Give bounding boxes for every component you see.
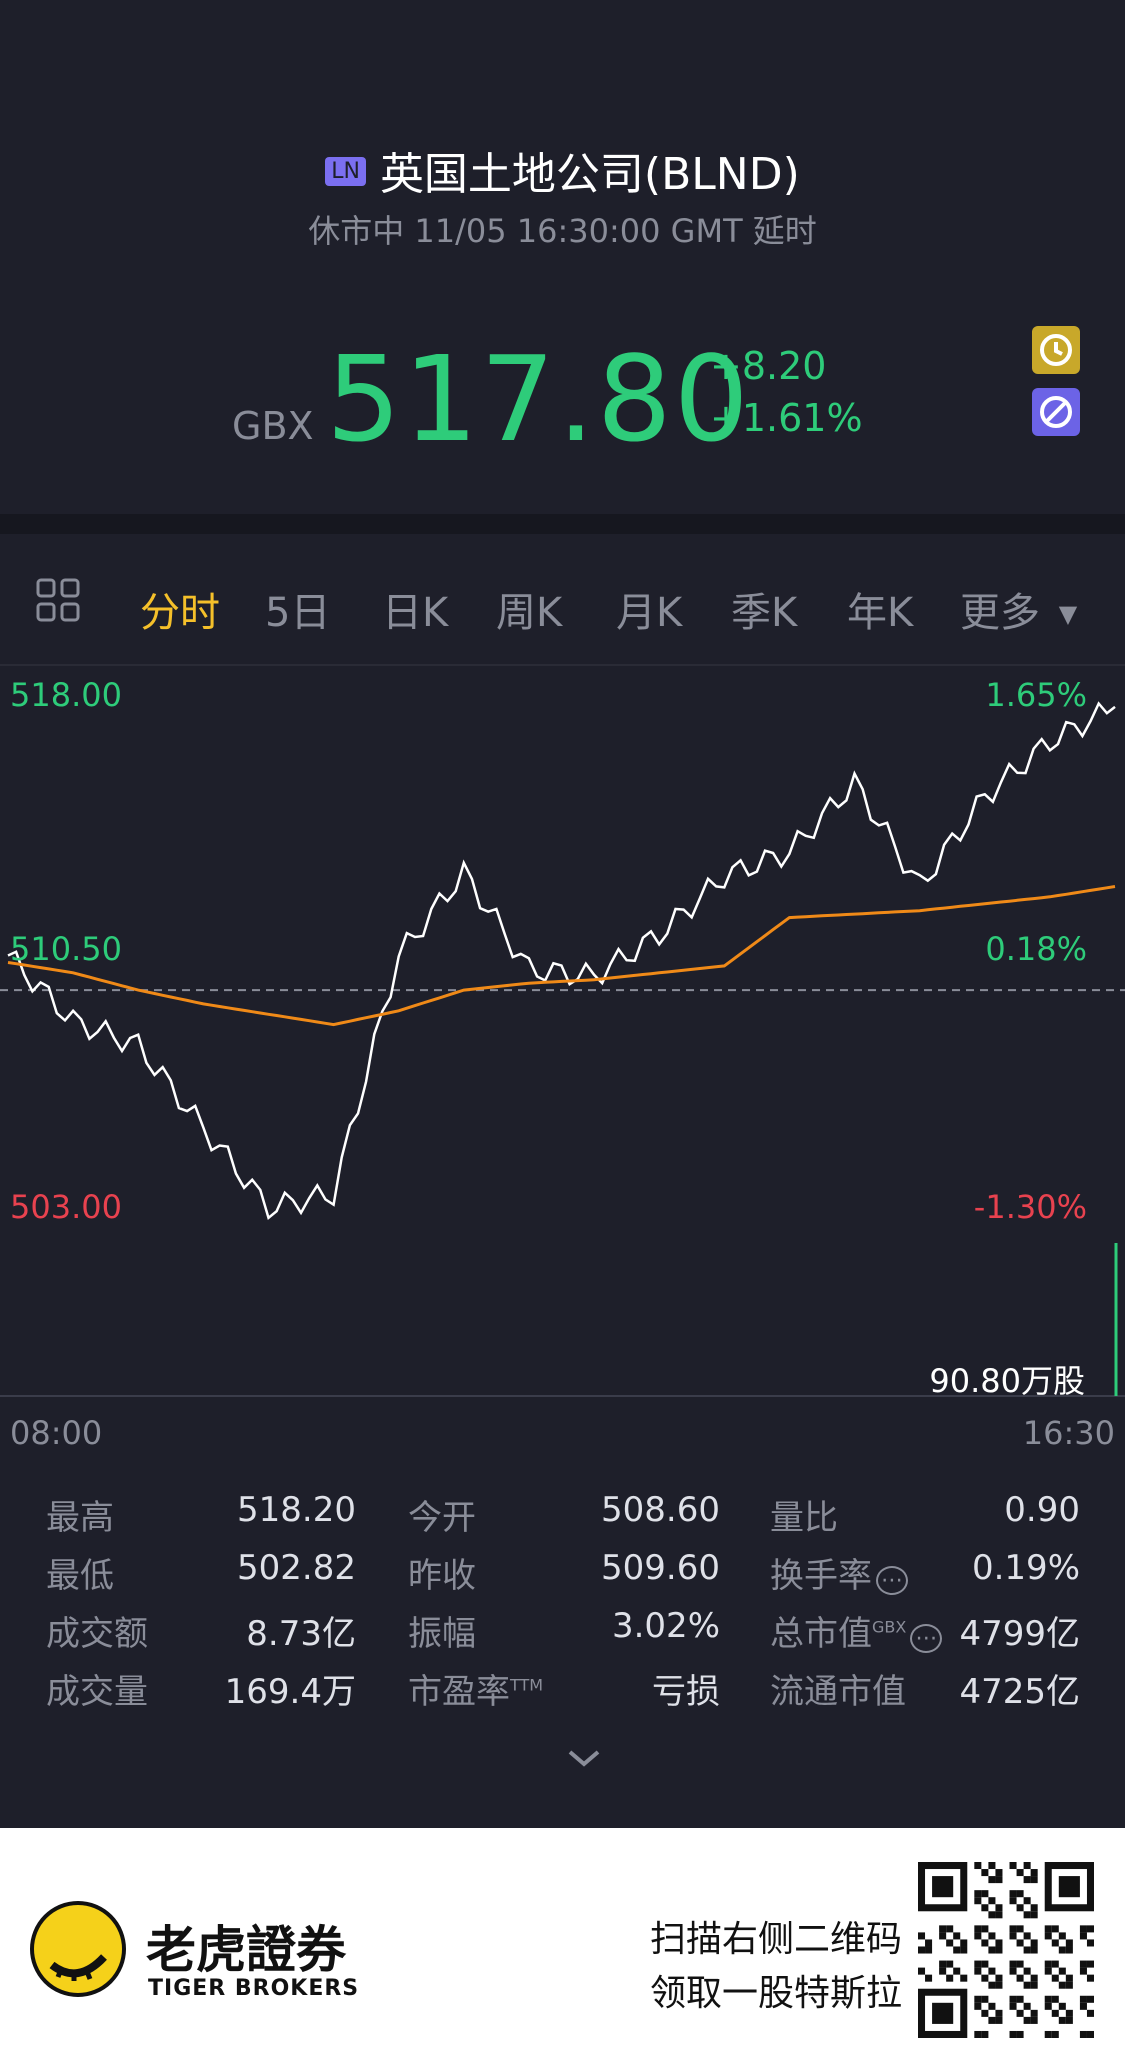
history-icon[interactable]	[1032, 326, 1080, 374]
stat-superscript: TTM	[510, 1675, 544, 1695]
stat-value: 亏损	[652, 1672, 720, 1712]
tab-more[interactable]: 更多 ▼	[960, 580, 1077, 638]
no-ad-icon[interactable]	[1032, 388, 1080, 436]
stat-value: 502.82	[237, 1548, 356, 1588]
dropdown-arrow-icon: ▼	[1058, 600, 1078, 628]
tiger-logo-icon	[30, 1901, 126, 1997]
stat-value: 4725亿	[959, 1672, 1080, 1712]
stat-value: 508.60	[601, 1490, 720, 1530]
stat-label: 市盈率TTM	[408, 1672, 544, 1712]
info-icon[interactable]: ⋯	[910, 1624, 943, 1653]
tab-weekly-k[interactable]: 周K	[496, 590, 563, 636]
layout-grid-icon[interactable]	[34, 576, 82, 634]
tab-intraday[interactable]: 分时	[140, 590, 220, 636]
tab-monthly-k[interactable]: 月K	[616, 590, 683, 636]
stat-value: 169.4万	[224, 1672, 356, 1712]
stat-value: 0.90	[1004, 1490, 1080, 1530]
stat-label: 振幅	[408, 1614, 476, 1654]
brand-name-en: TIGER BROKERS	[148, 1976, 360, 2001]
qr-code[interactable]	[918, 1862, 1094, 2038]
last-price: 517.80	[326, 330, 751, 468]
stat-label: 昨收	[408, 1556, 476, 1596]
promo-line-2: 领取一股特斯拉	[650, 1973, 903, 2014]
stock-title: LN 英国土地公司(BLND)	[0, 138, 1125, 202]
intraday-chart[interactable]: 518.00 510.50 503.00 1.65% 0.18% -1.30% …	[0, 668, 1125, 1452]
tab-yearly-k[interactable]: 年K	[847, 590, 914, 636]
price-line	[7, 701, 1116, 1220]
tab-daily-k[interactable]: 日K	[382, 590, 449, 636]
stat-label: 成交额	[46, 1614, 148, 1654]
exchange-badge: LN	[325, 156, 366, 186]
stat-label: 最低	[46, 1556, 114, 1596]
change-absolute: +8.20	[710, 344, 827, 388]
info-icon[interactable]: ⋯	[876, 1566, 908, 1595]
currency-label: GBX	[232, 404, 314, 448]
stat-value: 8.73亿	[246, 1614, 356, 1654]
stock-name: 英国土地公司(BLND)	[379, 149, 800, 200]
stat-label: 最高	[46, 1498, 114, 1538]
change-percent: +1.61%	[710, 396, 863, 440]
tab-5day[interactable]: 5日	[265, 590, 331, 636]
chart-period-tabs: 分时 5日 日K 周K 月K 季K 年K 更多 ▼	[0, 534, 1125, 666]
promo-footer: 老虎證券 TIGER BROKERS 扫描右侧二维码 领取一股特斯拉	[0, 1828, 1125, 2067]
stat-value: 4799亿	[959, 1614, 1080, 1654]
stat-value: 509.60	[601, 1548, 720, 1588]
x-axis-start: 08:00	[10, 1414, 103, 1452]
pct-axis-top: 1.65%	[985, 676, 1087, 714]
stat-superscript: GBX	[872, 1617, 907, 1637]
y-axis-mid: 510.50	[10, 930, 122, 968]
stat-value: 518.20	[237, 1490, 356, 1530]
stat-label: 成交量	[46, 1672, 148, 1712]
stat-label: 流通市值	[770, 1672, 906, 1712]
average-price-line	[7, 885, 1116, 1027]
tab-more-label: 更多	[960, 590, 1040, 636]
stat-label: 换手率 ⋯	[770, 1548, 908, 1597]
stat-label: 总市值GBX ⋯	[770, 1606, 943, 1655]
stat-label: 今开	[408, 1498, 476, 1538]
x-axis-end: 16:30	[1022, 1414, 1115, 1452]
quote-header: LN 英国土地公司(BLND) 休市中 11/05 16:30:00 GMT 延时…	[0, 0, 1125, 514]
pct-axis-mid: 0.18%	[985, 930, 1087, 968]
section-divider	[0, 514, 1125, 534]
y-axis-bottom: 503.00	[10, 1188, 122, 1226]
market-status: 休市中 11/05 16:30:00 GMT 延时	[308, 212, 817, 250]
y-axis-top: 518.00	[10, 676, 122, 714]
volume-label: 90.80万股	[929, 1362, 1085, 1400]
stat-value: 3.02%	[611, 1606, 720, 1646]
expand-chevron-icon[interactable]	[566, 1746, 602, 1774]
tab-quarterly-k[interactable]: 季K	[731, 590, 798, 636]
stat-value: 0.19%	[971, 1548, 1080, 1588]
price-chart-svg	[0, 701, 1125, 1397]
pct-axis-bottom: -1.30%	[973, 1188, 1087, 1226]
promo-line-1: 扫描右侧二维码	[650, 1919, 903, 1960]
brand-name-cn: 老虎證券	[146, 1921, 346, 1979]
stat-label: 量比	[770, 1498, 838, 1538]
